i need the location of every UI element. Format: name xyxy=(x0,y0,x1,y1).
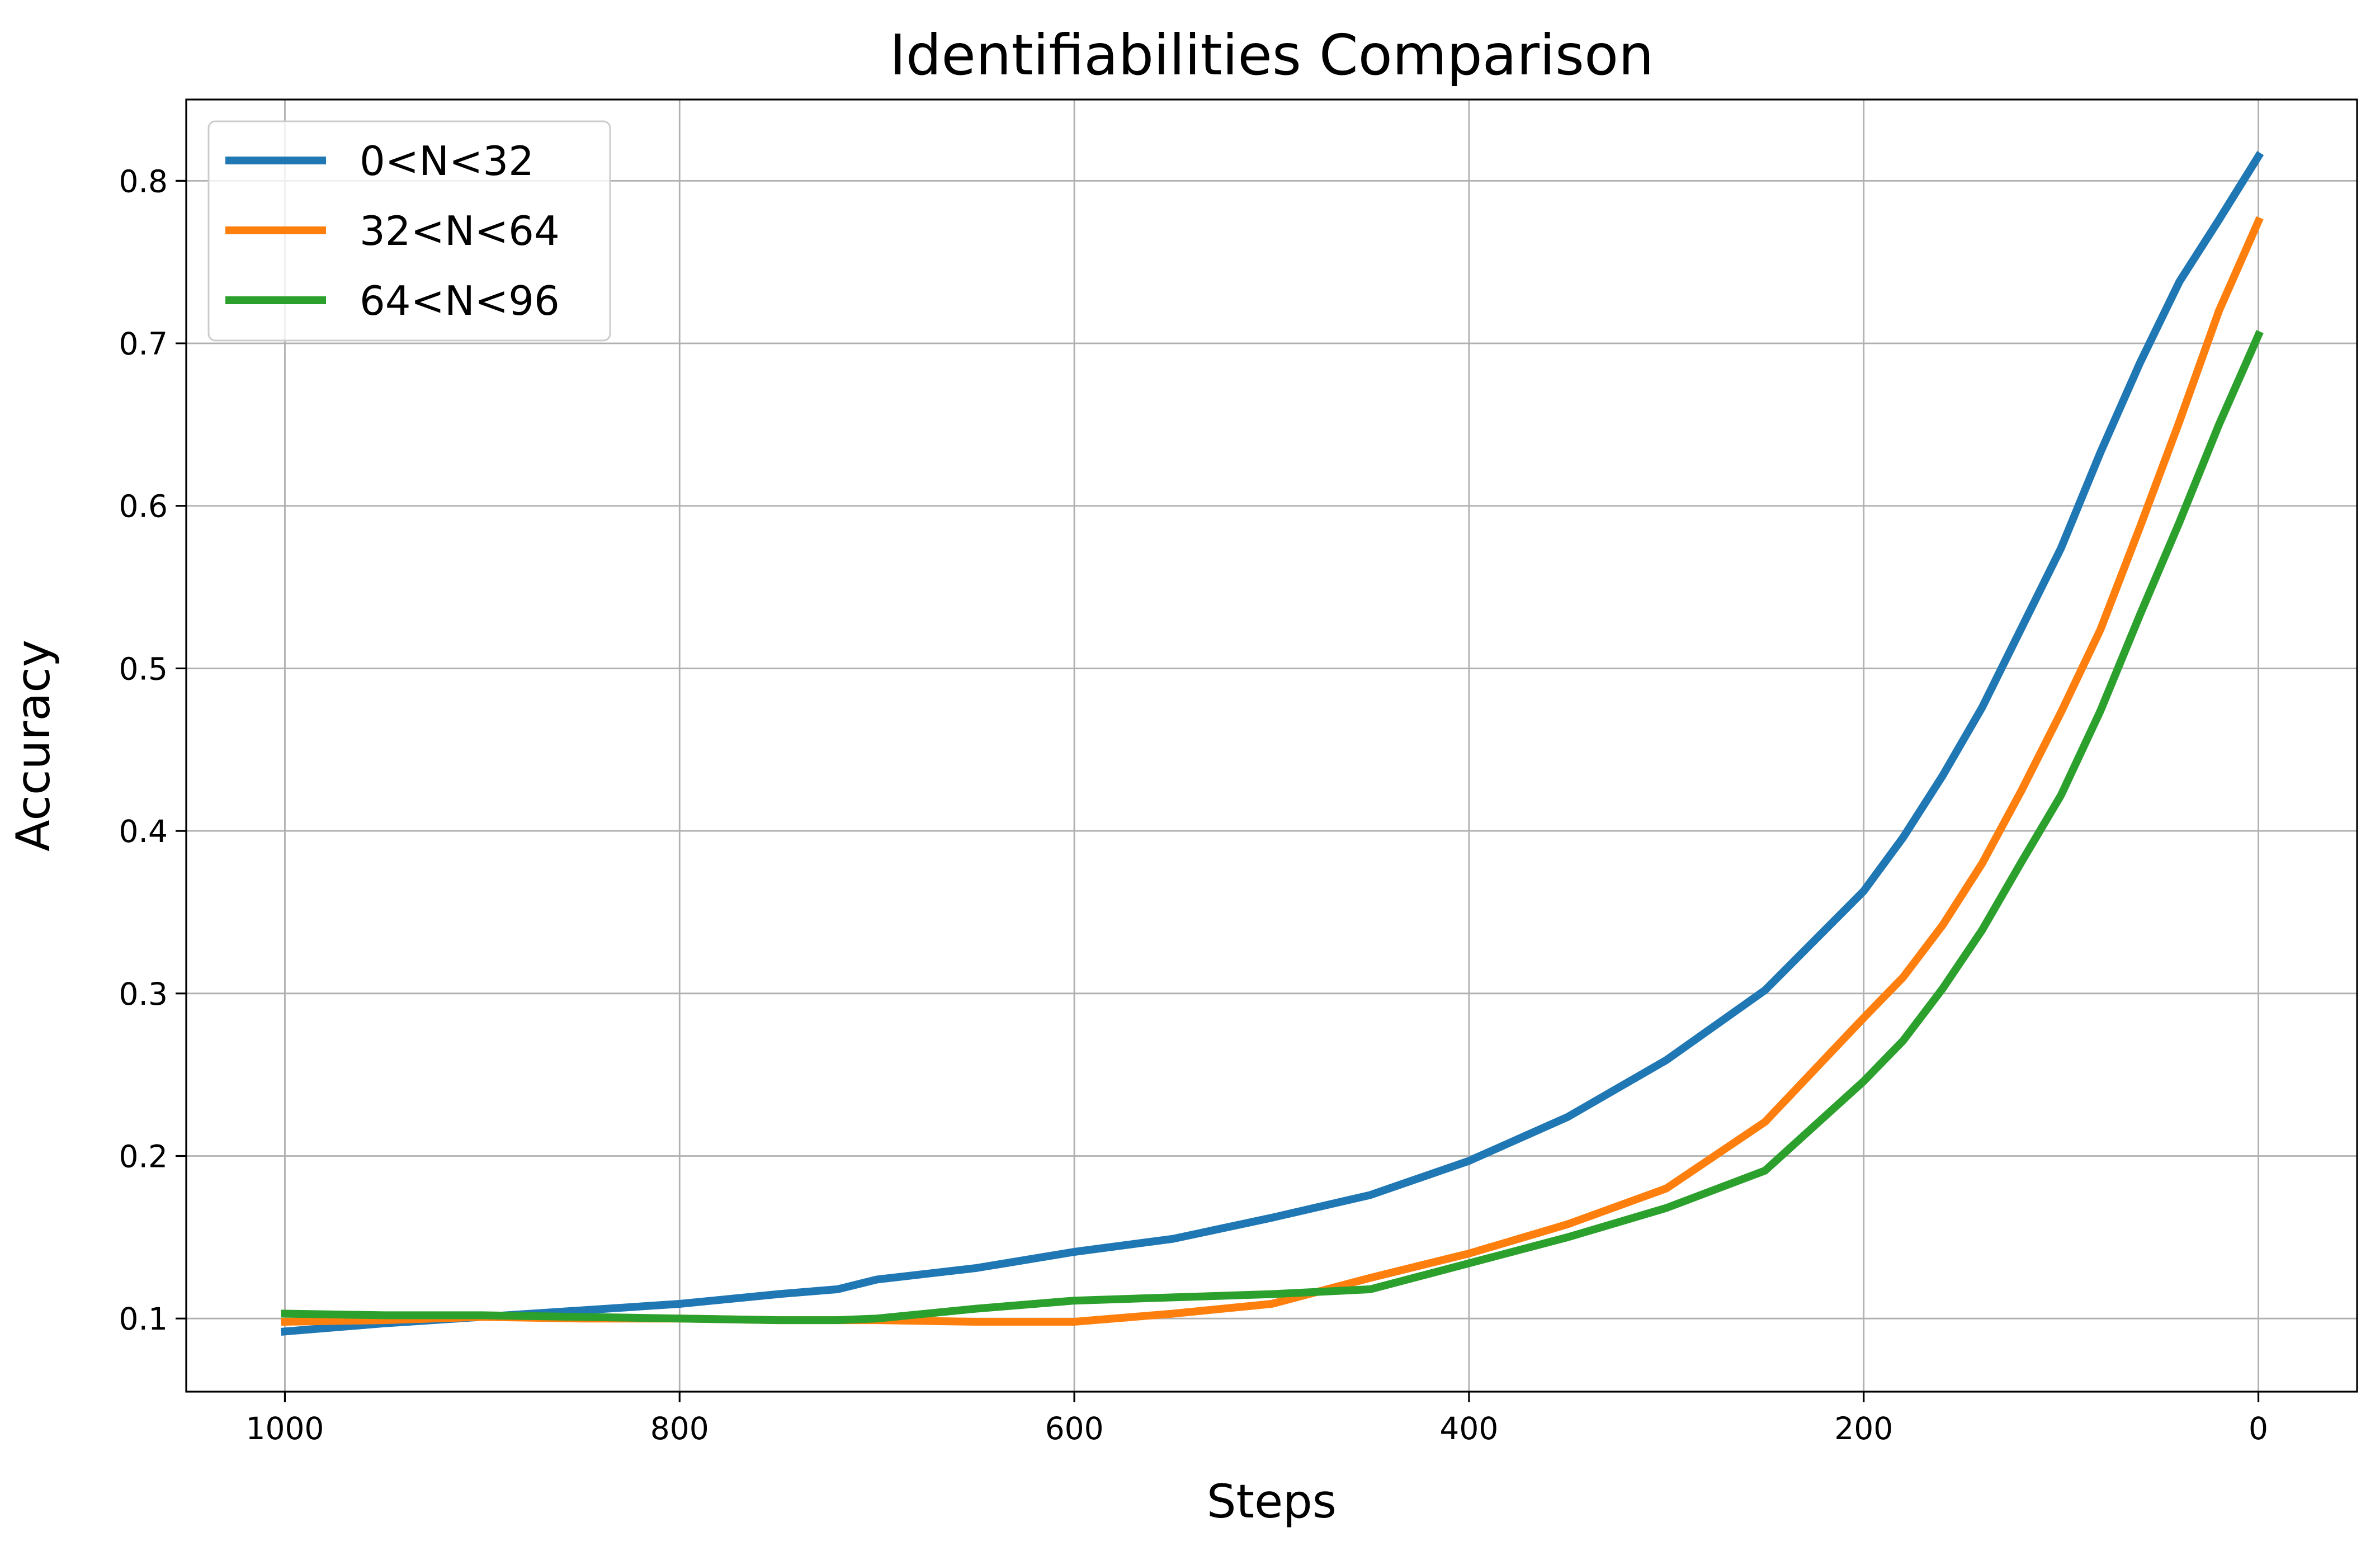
legend-box xyxy=(207,120,611,342)
legend-label: 0<N<32 xyxy=(360,138,534,185)
y-tick-label: 0.2 xyxy=(119,1138,168,1174)
series-line-1 xyxy=(280,151,2264,1336)
legend-label: 64<N<96 xyxy=(360,277,560,324)
axes-frame xyxy=(185,98,2358,1393)
x-tick-label: 200 xyxy=(1834,1411,1893,1446)
y-tick-label: 0.1 xyxy=(119,1301,168,1337)
x-axis-label: Steps xyxy=(1207,1474,1337,1529)
y-tick-label: 0.4 xyxy=(119,814,168,849)
legend-label: 32<N<64 xyxy=(360,207,560,254)
y-tick-label: 0.5 xyxy=(119,651,168,687)
x-tick-label: 600 xyxy=(1045,1411,1104,1446)
plot-series xyxy=(280,151,2264,1336)
series-line-3 xyxy=(281,330,2264,1325)
legend: 0<N<32 32<N<64 64<N<96 xyxy=(207,120,611,342)
y-tick-label: 0.8 xyxy=(119,163,168,199)
y-tick-label: 0.3 xyxy=(119,976,168,1012)
y-tick-label: 0.6 xyxy=(119,489,168,524)
y-tick-label: 0.7 xyxy=(119,326,168,362)
x-tick-label: 400 xyxy=(1439,1411,1498,1446)
x-tick-label: 1000 xyxy=(245,1411,324,1446)
chart-title: Identifiabilities Comparison xyxy=(889,22,1654,88)
x-tick-label: 0 xyxy=(2249,1411,2268,1446)
y-axis-label: Accuracy xyxy=(6,640,60,852)
axis-ticks: 1000 800 600 400 200 0 0.1 0.2 0.3 0.4 0.5 0.6 0.7 0.… xyxy=(119,163,2269,1446)
x-tick-label: 800 xyxy=(650,1411,709,1446)
